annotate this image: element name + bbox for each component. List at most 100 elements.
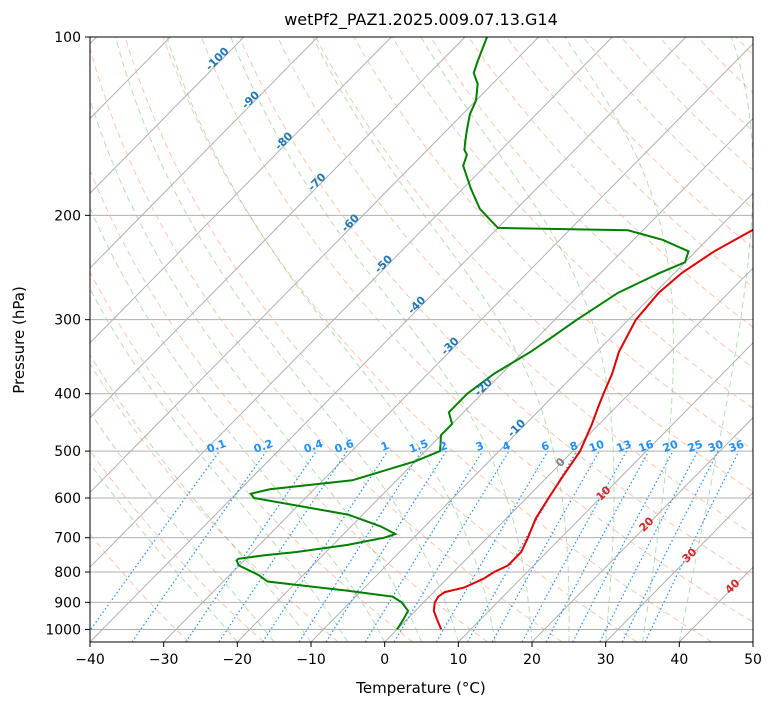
moist-adiabat — [90, 97, 422, 642]
mixing-ratio-label: 20 — [661, 438, 680, 456]
isotherm — [90, 37, 392, 344]
mixing-ratio-line — [262, 450, 389, 642]
y-tick-label: 600 — [54, 491, 81, 507]
mixing-ratio-line — [364, 450, 484, 642]
mixing-ratio-label: 0.1 — [205, 437, 228, 456]
x-tick-label: 10 — [449, 652, 467, 668]
mixing-ratio-line — [90, 450, 221, 632]
mixing-ratio-label: 6 — [539, 439, 551, 454]
mixing-ratio-label: 2 — [438, 439, 450, 454]
isotherm — [457, 342, 753, 642]
temperature-line — [432, 228, 753, 630]
mixing-ratio-line — [325, 450, 447, 642]
moist-adiabat — [564, 37, 674, 642]
mixing-ratio-label: 0.4 — [302, 437, 325, 456]
dry-adiabat — [200, 37, 753, 623]
x-tick-label: −30 — [149, 652, 179, 668]
dry-adiabat — [353, 37, 753, 451]
isotherm — [90, 37, 613, 568]
x-tick-label: −20 — [223, 652, 253, 668]
moist-adiabat — [678, 37, 753, 642]
isotherm — [90, 37, 539, 494]
mixing-ratio-line — [545, 450, 650, 642]
y-tick-label: 300 — [54, 313, 81, 329]
mixing-ratio-line — [218, 450, 348, 642]
mixing-ratio-label: 13 — [615, 438, 634, 455]
moist-adiabat — [166, 37, 496, 642]
mixing-ratio-line — [185, 450, 317, 642]
x-axis-label: Temperature (°C) — [355, 679, 485, 697]
isotherm — [605, 491, 753, 642]
x-tick-label: 0 — [380, 652, 389, 668]
isotherm — [90, 37, 466, 419]
y-tick-label: 500 — [54, 444, 81, 460]
x-tick-label: 40 — [670, 652, 688, 668]
pressure-gridlines — [90, 37, 753, 630]
y-tick-label: 400 — [54, 387, 81, 403]
mixing-ratio-line — [521, 450, 628, 642]
mixing-ratio-line — [599, 450, 699, 642]
isotherm — [90, 37, 245, 194]
mixing-ratio-line — [644, 450, 740, 642]
mixing-ratio-label: 0.2 — [252, 437, 275, 456]
x-tick-label: 50 — [744, 652, 762, 668]
dry-adiabat — [391, 37, 753, 409]
mixing-ratio-label: 4 — [501, 439, 513, 454]
isotherm — [90, 37, 318, 269]
dry-adiabat — [90, 449, 264, 642]
moist-adiabat — [90, 287, 349, 642]
x-tick-label: −40 — [75, 652, 105, 668]
moist-adiabat — [230, 37, 533, 642]
mixing-ratio-label: 36 — [727, 438, 746, 456]
moist-adiabat — [90, 462, 238, 642]
mixing-ratio-line — [621, 450, 719, 642]
y-axis-label: Pressure (hPa) — [10, 286, 28, 394]
x-tick-label: 30 — [597, 652, 615, 668]
background-lines — [90, 37, 753, 642]
y-tick-label: 100 — [54, 30, 81, 46]
profile-series — [235, 37, 753, 630]
mixing-ratio-line — [131, 450, 267, 642]
dewpoint-line — [235, 37, 690, 630]
dry-adiabat — [429, 37, 753, 369]
x-tick-label: 20 — [523, 652, 541, 668]
moist-adiabat — [115, 37, 459, 642]
isotherm — [310, 192, 753, 642]
dry-adiabat — [506, 37, 753, 288]
isotherm — [236, 117, 753, 642]
x-axis: −40 −30 −20 −10 0 10 20 30 40 50 — [75, 642, 762, 668]
dry-adiabat — [90, 169, 488, 642]
moist-adiabat — [90, 206, 386, 642]
dry-adiabat — [315, 37, 753, 493]
dry-adiabat — [90, 363, 339, 642]
mixing-ratio-line — [393, 450, 510, 642]
y-tick-label: 800 — [54, 565, 81, 581]
isotherm — [90, 37, 687, 642]
isotherm — [384, 267, 753, 642]
y-tick-label: 1000 — [45, 622, 81, 638]
plot-frame — [89, 36, 754, 643]
isotherm — [163, 42, 753, 642]
mixing-ratio-label: 1.5 — [407, 437, 430, 456]
dry-adiabat — [239, 37, 753, 579]
y-tick-label: 700 — [54, 531, 81, 547]
isotherm — [531, 416, 753, 642]
mixing-ratio-label: 3 — [474, 439, 486, 454]
dry-adiabat — [468, 37, 753, 328]
mixing-ratio-line — [298, 450, 423, 642]
dry-adiabat — [124, 37, 638, 642]
y-tick-label: 200 — [54, 208, 81, 224]
mixing-ratio-label: 25 — [686, 438, 705, 455]
moist-adiabat — [420, 37, 615, 642]
mixing-ratio-line — [491, 450, 600, 642]
y-tick-label: 900 — [54, 595, 81, 611]
moist-adiabat — [90, 411, 275, 642]
dry-adiabat — [162, 37, 712, 642]
mixing-ratio-label: 0.6 — [333, 437, 356, 456]
chart-title: wetPf2_PAZ1.2025.009.07.13.G14 — [284, 10, 558, 30]
mixing-ratio-label: 10 — [587, 438, 606, 456]
mixing-ratio-label: 30 — [706, 438, 725, 456]
mixing-ratio-label: 16 — [637, 438, 656, 456]
dry-adiabat — [90, 46, 563, 642]
